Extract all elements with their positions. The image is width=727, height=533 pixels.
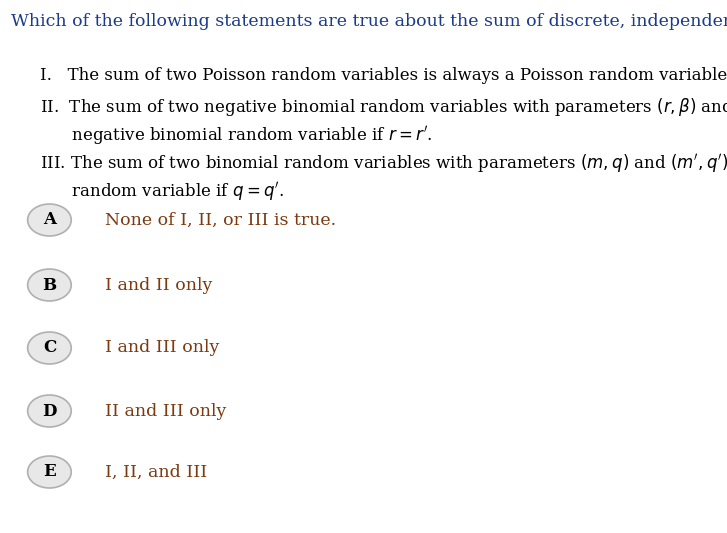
Text: III. The sum of two binomial random variables with parameters $(m, q)$ and $(m',: III. The sum of two binomial random vari…	[40, 152, 727, 175]
Circle shape	[28, 332, 71, 364]
Circle shape	[28, 456, 71, 488]
Text: II and III only: II and III only	[105, 402, 227, 419]
Text: I and III only: I and III only	[105, 340, 220, 357]
Text: B: B	[42, 277, 57, 294]
Text: Which of the following statements are true about the sum of discrete, independen: Which of the following statements are tr…	[11, 13, 727, 30]
Text: I and II only: I and II only	[105, 277, 213, 294]
Text: D: D	[42, 402, 57, 419]
Text: I.   The sum of two Poisson random variables is always a Poisson random variable: I. The sum of two Poisson random variabl…	[40, 67, 727, 84]
Text: random variable if $q = q'$.: random variable if $q = q'$.	[40, 180, 284, 203]
Text: C: C	[43, 340, 56, 357]
Text: I, II, and III: I, II, and III	[105, 464, 208, 481]
Circle shape	[28, 395, 71, 427]
Text: A: A	[43, 212, 56, 229]
Circle shape	[28, 269, 71, 301]
Text: None of I, II, or III is true.: None of I, II, or III is true.	[105, 212, 337, 229]
Text: E: E	[43, 464, 56, 481]
Text: negative binomial random variable if $r = r'$.: negative binomial random variable if $r …	[40, 124, 433, 147]
Text: II.  The sum of two negative binomial random variables with parameters $(r, \bet: II. The sum of two negative binomial ran…	[40, 96, 727, 119]
Circle shape	[28, 204, 71, 236]
